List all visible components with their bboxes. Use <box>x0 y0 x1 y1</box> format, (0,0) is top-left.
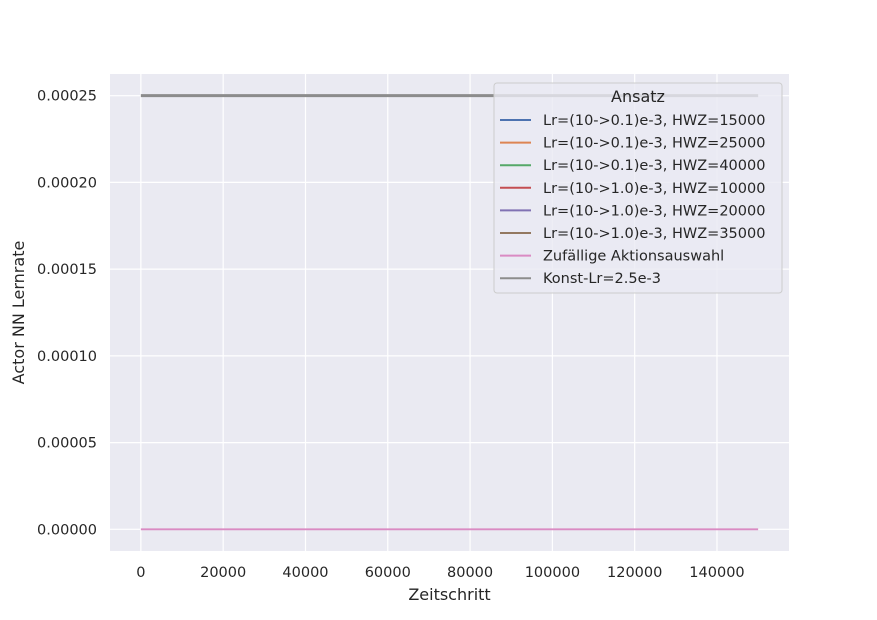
x-tick-label: 60000 <box>365 565 411 581</box>
legend: Ansatz Lr=(10->0.1)e-3, HWZ=15000 Lr=(10-… <box>493 82 783 294</box>
legend-title: Ansatz <box>611 87 665 106</box>
legend-entry: Zufällige Aktionsauswahl <box>543 249 724 265</box>
y-axis-label: Actor NN Lernrate <box>9 241 28 385</box>
x-axis-label: Zeitschritt <box>408 585 490 604</box>
y-tick-label: 0.00000 <box>37 522 97 538</box>
x-tick-label: 120000 <box>607 565 662 581</box>
legend-entry: Lr=(10->0.1)e-3, HWZ=15000 <box>543 113 765 129</box>
x-tick-label: 140000 <box>689 565 744 581</box>
legend-entry: Lr=(10->1.0)e-3, HWZ=35000 <box>543 226 765 242</box>
legend-entry: Lr=(10->1.0)e-3, HWZ=20000 <box>543 203 765 219</box>
x-tick-label: 40000 <box>282 565 328 581</box>
y-axis-ticks: 0.00000 0.00005 0.00010 0.00015 0.00020 0.000… <box>37 89 97 539</box>
x-tick-label: 80000 <box>447 565 493 581</box>
x-axis-ticks: 0 20000 40000 60000 80000 100000 120000 140000 <box>136 565 744 581</box>
x-tick-label: 20000 <box>200 565 246 581</box>
x-tick-label: 100000 <box>525 565 580 581</box>
y-tick-label: 0.00005 <box>37 436 97 452</box>
y-tick-label: 0.00010 <box>37 349 97 365</box>
x-tick-label: 0 <box>136 565 145 581</box>
y-tick-label: 0.00025 <box>37 89 97 105</box>
y-tick-label: 0.00015 <box>37 262 97 278</box>
legend-entry: Lr=(10->0.1)e-3, HWZ=25000 <box>543 136 765 152</box>
y-tick-label: 0.00020 <box>37 175 97 191</box>
legend-entry: Konst-Lr=2.5e-3 <box>543 271 661 287</box>
legend-entry: Lr=(10->1.0)e-3, HWZ=10000 <box>543 181 765 197</box>
legend-box <box>493 82 783 294</box>
legend-entry: Lr=(10->0.1)e-3, HWZ=40000 <box>543 158 765 174</box>
